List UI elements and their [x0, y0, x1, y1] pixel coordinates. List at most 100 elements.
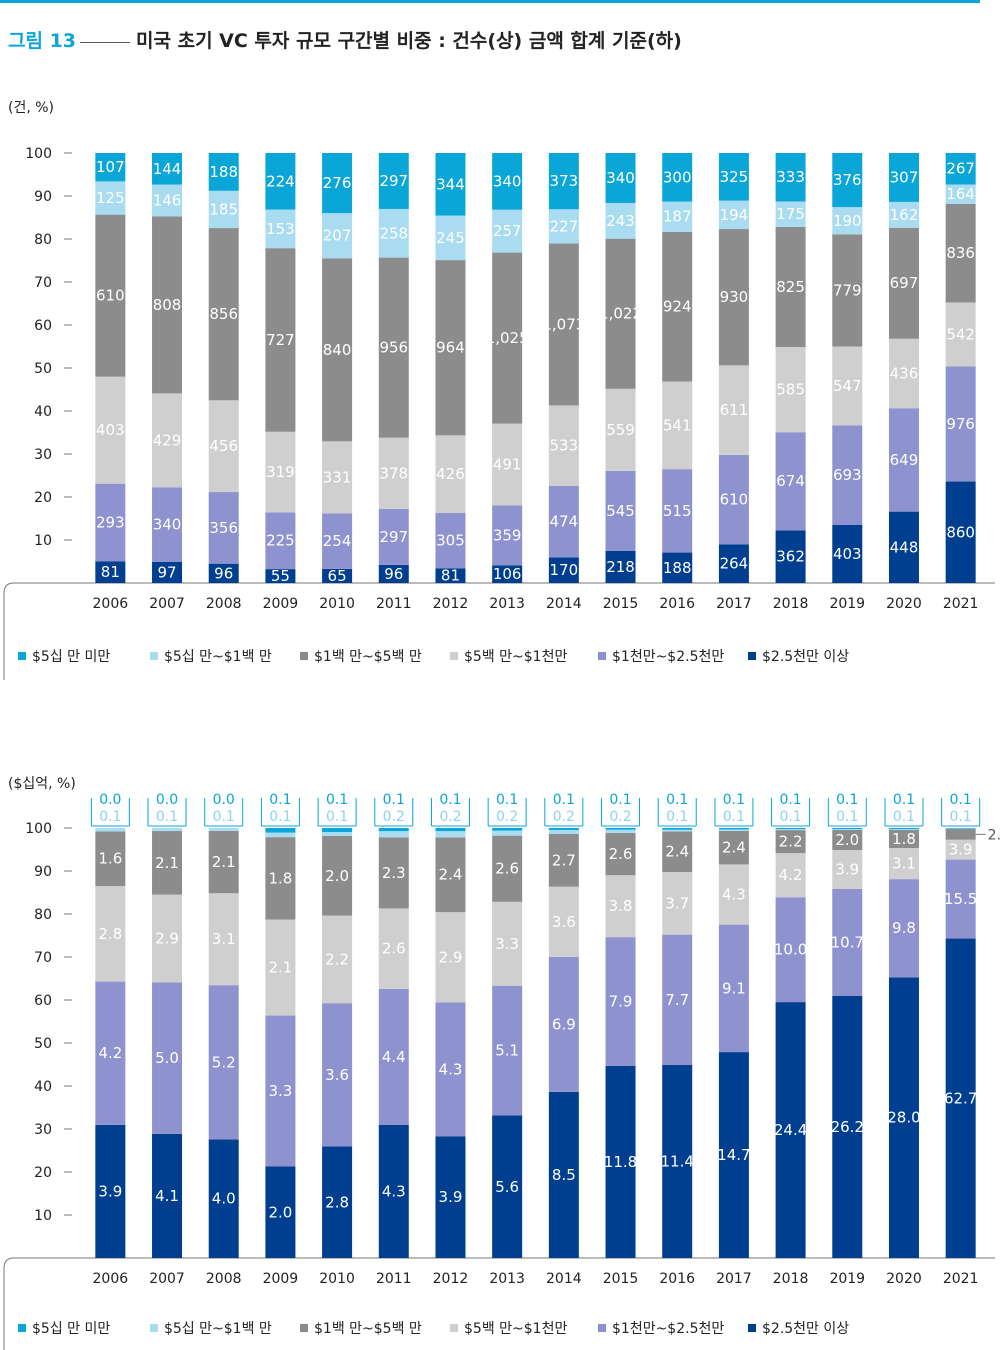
y-tick-label: 20	[34, 1165, 52, 1181]
legend-swatch	[300, 1324, 308, 1332]
data-label: 0.2	[553, 809, 575, 825]
x-tick-label: 2018	[773, 1271, 809, 1287]
data-label: 2.7	[552, 851, 576, 869]
x-axis-line	[3, 1257, 995, 1269]
bar-segment	[322, 153, 353, 214]
data-label: 456	[209, 437, 238, 455]
bar-segment	[492, 565, 523, 583]
bar-segment	[322, 1146, 353, 1258]
data-label: 2.6	[382, 940, 406, 958]
bar-segment	[378, 831, 409, 838]
bar-segment	[945, 938, 976, 1258]
data-label: 930	[720, 288, 749, 306]
data-label: 7.7	[665, 991, 689, 1009]
x-tick-label: 2012	[433, 1271, 469, 1287]
data-label: 4.2	[779, 866, 803, 884]
data-label: 4.2	[98, 1044, 122, 1062]
data-label: 0.1	[439, 792, 461, 808]
y-tick-label: 80	[34, 907, 52, 923]
data-label: 3.6	[325, 1066, 349, 1084]
data-label: 0.1	[836, 792, 858, 808]
data-label: 225	[266, 532, 295, 550]
data-label: 175	[776, 205, 805, 223]
bar-segment	[435, 1002, 466, 1137]
data-label: 6.9	[552, 1015, 576, 1033]
data-label: 55	[271, 567, 290, 585]
bar-segment	[718, 828, 749, 830]
label-bracket	[204, 798, 244, 827]
bar-segment	[662, 381, 693, 470]
bar-segment	[775, 201, 806, 227]
data-label: 146	[153, 192, 182, 210]
bar-segment	[888, 848, 919, 880]
data-label: 0.0	[213, 792, 235, 808]
data-label: 0.0	[156, 792, 178, 808]
bar-segment	[208, 830, 239, 894]
bar-segment	[832, 425, 863, 526]
data-label: 340	[606, 169, 635, 187]
label-bracket	[657, 798, 697, 827]
data-label: 359	[493, 526, 522, 544]
label-bracket	[487, 798, 527, 827]
bar-segment	[548, 886, 579, 957]
bar-segment	[888, 338, 919, 409]
data-label: 3.9	[439, 1188, 463, 1206]
legend-swatch	[450, 652, 458, 660]
data-label: 164	[946, 185, 975, 203]
data-label: 14.7	[717, 1146, 750, 1164]
data-label: 297	[379, 528, 408, 546]
data-label: 188	[209, 163, 238, 181]
data-label: 674	[776, 472, 805, 490]
data-label: 0.1	[779, 792, 801, 808]
data-label: 825	[776, 278, 805, 296]
data-label: 5.1	[495, 1042, 519, 1060]
bar-segment	[208, 492, 239, 564]
bar-segment	[95, 214, 126, 377]
bar-segment	[378, 837, 409, 909]
data-label: 11.4	[661, 1153, 694, 1171]
x-tick-label: 2014	[546, 596, 582, 612]
bar-segment	[265, 153, 296, 210]
data-label: 727	[266, 331, 295, 349]
data-label: 227	[550, 217, 579, 235]
x-axis-line	[3, 582, 995, 594]
label-bracket	[544, 798, 584, 827]
bar-segment	[265, 832, 296, 838]
bar-segment	[152, 828, 183, 832]
data-label: 307	[890, 168, 919, 186]
bar-segment	[265, 512, 296, 570]
bar-segment	[548, 557, 579, 583]
data-label: 0.1	[213, 809, 235, 825]
x-tick-label: 2010	[319, 596, 355, 612]
bar-segment	[95, 483, 126, 562]
bar-segment	[832, 234, 863, 347]
legend-entry: $5백 만~$1천만	[464, 649, 567, 665]
data-label: 3.9	[98, 1182, 122, 1200]
bar-segment	[888, 201, 919, 228]
legend-entry: $5백 만~$1천만	[464, 1321, 567, 1337]
label-bracket	[90, 798, 130, 827]
bar-segment	[492, 830, 523, 836]
data-label: 144	[153, 160, 182, 178]
y-tick-label: 40	[34, 1079, 52, 1095]
data-label: 264	[720, 555, 749, 573]
y-axis-unit: ($십억, %)	[8, 776, 76, 792]
bar-segment	[775, 830, 806, 854]
legend-entry: $5십 만~$1백 만	[164, 649, 272, 665]
data-label: 924	[663, 298, 692, 316]
bar-segment	[605, 153, 636, 203]
data-label: 0.1	[950, 809, 972, 825]
legend-entry: $1백 만~$5백 만	[314, 649, 422, 665]
bar-segment	[945, 153, 976, 185]
bar-segment	[605, 1065, 636, 1258]
bar-segment	[378, 153, 409, 209]
data-label: 11.8	[604, 1153, 637, 1171]
data-label: 976	[946, 415, 975, 433]
bar-segment	[548, 833, 579, 887]
bar-segment	[95, 886, 126, 982]
x-tick-label: 2011	[376, 1271, 412, 1287]
bar-segment	[492, 901, 523, 986]
x-tick-label: 2008	[206, 1271, 242, 1287]
figure-title: 그림 13 미국 초기 VC 투자 규모 구간별 비중 : 건수(상) 금액 합계…	[8, 26, 682, 53]
top-rule	[0, 0, 980, 3]
